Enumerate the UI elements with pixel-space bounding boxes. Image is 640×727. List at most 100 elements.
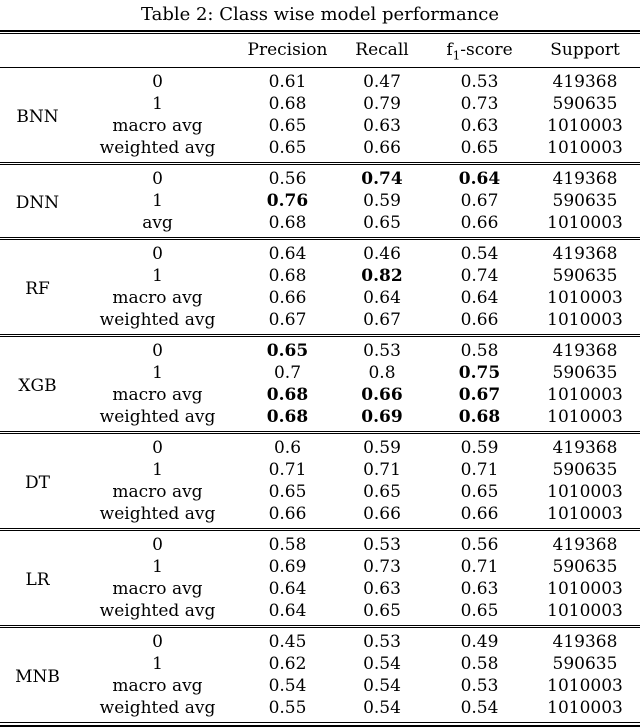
support-value: 590635 xyxy=(552,94,618,114)
f1-value: 0.49 xyxy=(460,632,499,652)
recall-value: 0.54 xyxy=(363,654,401,674)
precision-value: 0.65 xyxy=(266,341,309,361)
support-value: 419368 xyxy=(552,244,618,264)
class-label: macro avg xyxy=(112,116,203,136)
precision-value: 0.61 xyxy=(268,72,307,92)
recall-value: 0.79 xyxy=(363,94,401,114)
precision-value: 0.55 xyxy=(268,698,307,718)
class-label: macro avg xyxy=(112,676,203,696)
class-label: macro avg xyxy=(112,482,203,502)
model-name: BNN xyxy=(16,106,59,127)
support-value: 590635 xyxy=(552,557,618,577)
precision-value: 0.65 xyxy=(268,138,307,158)
table-row: macro avg 0.54 0.54 0.53 1010003 xyxy=(0,675,640,697)
bottom-rule xyxy=(0,722,640,727)
col-header-support: Support xyxy=(550,40,620,60)
table-row: MNB 0 0.45 0.53 0.49 419368 xyxy=(0,627,640,687)
recall-value: 0.59 xyxy=(363,191,401,211)
class-label: weighted avg xyxy=(99,504,216,524)
recall-value: 0.65 xyxy=(363,482,401,502)
class-label: 0 xyxy=(152,632,163,652)
f1-value: 0.54 xyxy=(460,244,499,264)
precision-value: 0.64 xyxy=(268,579,307,599)
recall-value: 0.71 xyxy=(363,460,401,480)
support-value: 419368 xyxy=(552,438,618,458)
f1-value: 0.66 xyxy=(460,213,499,233)
support-value: 1010003 xyxy=(547,288,623,308)
table-row: 1 0.76 0.59 0.67 590635 xyxy=(0,190,640,212)
precision-value: 0.54 xyxy=(268,676,307,696)
f1-value: 0.73 xyxy=(460,94,499,114)
f1-value: 0.58 xyxy=(460,654,499,674)
model-name: MNB xyxy=(15,666,60,687)
table-row: BNN 0 0.61 0.47 0.53 419368 xyxy=(0,68,640,127)
precision-value: 0.62 xyxy=(268,654,307,674)
model-name: RF xyxy=(25,278,50,299)
table-row: avg 0.68 0.65 0.66 1010003 xyxy=(0,212,640,239)
class-label: 1 xyxy=(152,557,163,577)
precision-value: 0.6 xyxy=(273,438,302,458)
class-label: macro avg xyxy=(112,579,203,599)
support-value: 1010003 xyxy=(547,601,623,621)
f1-value: 0.65 xyxy=(460,482,499,502)
support-value: 1010003 xyxy=(547,504,623,524)
model-group-bnn: BNN 0 0.61 0.47 0.53 419368 1 0.68 0.79 0.73 59063… xyxy=(0,68,640,164)
class-label: macro avg xyxy=(112,385,203,405)
recall-value: 0.63 xyxy=(363,579,401,599)
recall-value: 0.8 xyxy=(368,363,396,383)
model-name: XGB xyxy=(18,375,57,396)
header-label-spacer xyxy=(75,34,240,68)
f1-value: 0.64 xyxy=(460,288,499,308)
class-label: 0 xyxy=(152,438,163,458)
f1-subscript: 1 xyxy=(452,48,461,63)
model-group-rf: RF 0 0.64 0.46 0.54 419368 1 0.68 0.82 0.74 590635… xyxy=(0,238,640,336)
class-label: 0 xyxy=(152,72,163,92)
support-value: 1010003 xyxy=(547,482,623,502)
table-caption: Table 2: Class wise model performance xyxy=(140,4,500,25)
recall-value: 0.53 xyxy=(363,341,401,361)
table-row: weighted avg 0.55 0.54 0.54 1010003 xyxy=(0,697,640,722)
recall-value: 0.65 xyxy=(363,213,401,233)
col-header-recall: Recall xyxy=(355,40,409,60)
support-value: 1010003 xyxy=(547,213,623,233)
precision-value: 0.67 xyxy=(268,310,307,330)
recall-value: 0.67 xyxy=(363,310,401,330)
precision-value: 0.68 xyxy=(266,407,309,427)
precision-value: 0.65 xyxy=(268,116,307,136)
f1-value: 0.63 xyxy=(460,116,499,136)
class-label: 1 xyxy=(152,191,163,211)
table-row: macro avg 0.66 0.64 0.64 1010003 xyxy=(0,287,640,309)
table-row: 1 0.69 0.73 0.71 590635 xyxy=(0,556,640,578)
precision-value: 0.66 xyxy=(268,288,307,308)
col-header-precision: Precision xyxy=(247,40,328,60)
support-value: 419368 xyxy=(552,535,618,555)
class-label: 0 xyxy=(152,341,163,361)
table-row: 1 0.68 0.82 0.74 590635 xyxy=(0,265,640,287)
table-row: XGB 0 0.65 0.53 0.58 419368 xyxy=(0,336,640,396)
support-value: 419368 xyxy=(552,72,618,92)
precision-value: 0.68 xyxy=(266,385,309,405)
model-name: DT xyxy=(25,472,50,493)
recall-value: 0.65 xyxy=(363,601,401,621)
support-value: 1010003 xyxy=(547,676,623,696)
table-row: 1 0.7 0.8 0.75 590635 xyxy=(0,362,640,384)
precision-value: 0.56 xyxy=(268,169,307,189)
precision-value: 0.64 xyxy=(268,601,307,621)
support-value: 1010003 xyxy=(547,310,623,330)
precision-value: 0.69 xyxy=(268,557,307,577)
model-name: DNN xyxy=(15,192,60,213)
class-label: avg xyxy=(142,213,173,233)
table-row: weighted avg 0.67 0.67 0.66 1010003 xyxy=(0,309,640,336)
precision-value: 0.45 xyxy=(268,632,307,652)
support-value: 1010003 xyxy=(547,698,623,718)
support-value: 1010003 xyxy=(547,579,623,599)
f1-suffix: -score xyxy=(460,40,513,60)
model-group-dnn: DNN 0 0.56 0.74 0.64 419368 1 0.76 0.59 0.67 59063… xyxy=(0,163,640,239)
table-row: 1 0.62 0.54 0.58 590635 xyxy=(0,653,640,675)
f1-value: 0.66 xyxy=(460,504,499,524)
model-group-lr: LR 0 0.58 0.53 0.56 419368 1 0.69 0.73 0.71 590635… xyxy=(0,529,640,627)
class-label: 0 xyxy=(152,169,163,189)
precision-value: 0.68 xyxy=(268,94,307,114)
table-header: Precision Recall f1-score Support xyxy=(0,34,640,68)
